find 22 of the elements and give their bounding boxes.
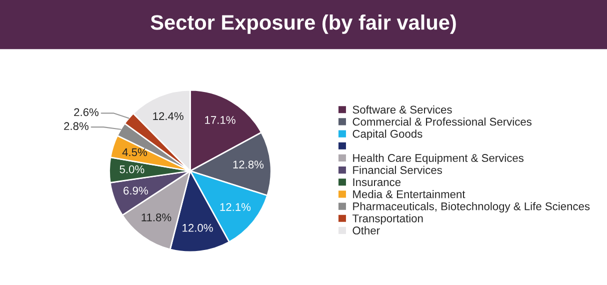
data-label: 12.0%	[182, 224, 213, 232]
data-label: 12.8%	[233, 160, 264, 168]
data-label: 4.5%	[122, 148, 147, 156]
data-label: 2.6%	[74, 108, 99, 116]
data-label: 11.8%	[142, 213, 172, 222]
legend-label: Financial Services	[353, 166, 442, 174]
chart-title: Sector Exposure (by fair value)	[150, 14, 456, 34]
legend-label: Media & Entertainment	[353, 190, 466, 198]
legend-label: Software & Services	[352, 105, 452, 114]
legend-label: Health Care Equipment & Services	[353, 154, 524, 164]
legend-label: Transportation	[352, 214, 423, 225]
legend-label: Commercial & Professional Services	[352, 118, 532, 126]
legend-label: Capital Goods	[352, 130, 422, 140]
data-label: 6.9%	[124, 186, 148, 195]
legend-label: Pharmaceuticals, Biotechnology & Life Sciences	[353, 202, 590, 212]
data-label: 12.1%	[220, 203, 251, 211]
data-label: 12.4%	[153, 112, 184, 120]
data-label: 5.0%	[120, 165, 144, 174]
data-label: 2.8%	[64, 122, 88, 130]
data-label: 17.1%	[205, 116, 236, 124]
legend-label: Insurance	[353, 178, 401, 186]
legend-label: Other	[352, 226, 380, 234]
